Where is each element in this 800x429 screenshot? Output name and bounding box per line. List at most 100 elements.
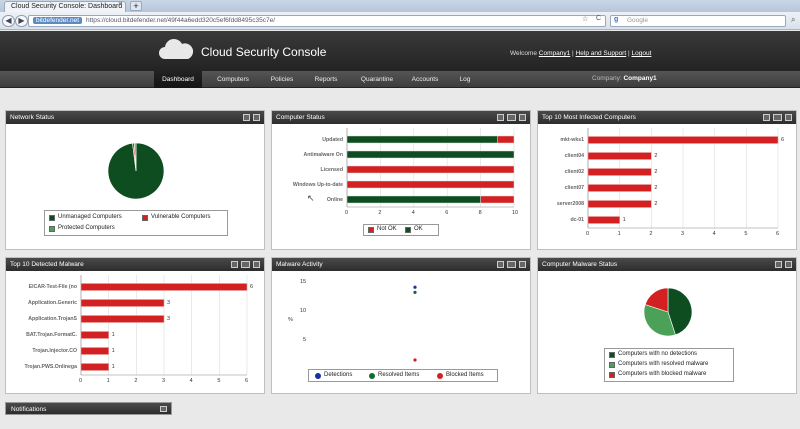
x-tick-label: 2 <box>134 378 138 384</box>
forward-icon[interactable]: ▶ <box>15 15 28 27</box>
mouse-cursor-icon: ↖ <box>307 193 315 203</box>
menu-log[interactable]: Log <box>459 76 471 83</box>
menu-policies[interactable]: Policies <box>270 76 294 83</box>
x-tick-label: 5 <box>217 378 221 384</box>
category-label: dc-01 <box>570 217 584 223</box>
welcome-bar: Welcome Company1 | Help and Support | Lo… <box>510 50 651 57</box>
x-tick-label: 1 <box>106 378 110 384</box>
browser-tab[interactable]: Cloud Security Console: Dashboard <box>4 1 126 12</box>
panel-title: Computer Malware Status <box>538 258 796 271</box>
refresh-icon[interactable] <box>763 114 770 121</box>
legend-item: Unmanaged Computers <box>58 214 122 220</box>
app-header <box>0 31 800 71</box>
x-tick-label: 3 <box>681 231 685 237</box>
category-label: Trojan.Injector.CO <box>32 348 77 354</box>
minimize-icon[interactable] <box>253 261 260 268</box>
pie-slice <box>644 287 669 313</box>
star-icon[interactable]: ☆ <box>582 16 589 23</box>
pie-slice <box>133 142 137 172</box>
minimize-icon[interactable] <box>519 114 526 121</box>
legend-swatch <box>369 373 375 379</box>
y-axis-label: % <box>288 317 293 323</box>
browser-tab-strip <box>0 0 800 12</box>
x-tick-label: 0 <box>586 231 590 237</box>
menu-dashboard[interactable]: Dashboard <box>154 71 202 88</box>
category-label: server2008 <box>556 201 584 207</box>
x-tick-label: 5 <box>744 231 748 237</box>
legend-item: Computers with no detections <box>618 351 698 357</box>
notifications-bar[interactable]: Notifications <box>5 402 172 415</box>
bar <box>587 136 779 144</box>
menu-computers[interactable]: Computers <box>217 76 249 83</box>
malware-status-pie-chart <box>643 287 693 337</box>
options-icon[interactable] <box>241 261 250 268</box>
refresh-icon[interactable] <box>775 261 782 268</box>
new-tab-button[interactable]: + <box>130 1 142 11</box>
data-label: 1 <box>111 347 115 354</box>
legend-swatch <box>49 215 55 221</box>
url-site-badge: bitdefender.net <box>33 17 83 24</box>
data-label: 1 <box>111 331 115 338</box>
refresh-icon[interactable] <box>497 114 504 121</box>
category-label: Licensed <box>320 166 344 173</box>
refresh-icon[interactable] <box>231 261 238 268</box>
legend-swatch <box>609 362 615 368</box>
search-go-icon[interactable]: ⌕ <box>791 15 796 24</box>
data-label: 3 <box>167 299 171 306</box>
browser-nav-bar: ◀ ▶ bitdefender.net https://cloud.bitdefe… <box>0 12 800 30</box>
data-point <box>413 290 417 294</box>
y-tick-label: 15 <box>300 279 307 285</box>
legend-swatch <box>609 372 615 378</box>
data-label: 2 <box>654 184 658 191</box>
reload-icon[interactable]: C <box>596 15 602 22</box>
app-title: Cloud Security Console <box>201 45 327 59</box>
pie-slice <box>667 287 693 336</box>
bar <box>346 135 498 144</box>
data-label: 1 <box>622 216 626 223</box>
options-icon[interactable] <box>507 261 516 268</box>
help-link[interactable]: Help and Support <box>575 50 627 57</box>
category-label: Online <box>326 196 343 203</box>
legend-item: Resolved Items <box>378 372 420 378</box>
refresh-icon[interactable] <box>243 114 250 121</box>
category-label: Windows Up-to-date <box>292 181 343 188</box>
minimize-icon[interactable] <box>785 261 792 268</box>
x-tick-label: 4 <box>411 210 415 216</box>
options-icon[interactable] <box>773 114 782 121</box>
user-link[interactable]: Company1 <box>538 50 571 57</box>
minimize-icon[interactable] <box>519 261 526 268</box>
menu-quarantine[interactable]: Quarantine <box>360 76 394 83</box>
top-infected-panel: Top 10 Most Infected Computers 6 mkt-wks1… <box>537 110 797 250</box>
tab-close-icon[interactable]: × <box>118 1 123 8</box>
legend-swatch <box>368 227 374 233</box>
x-tick-label: 3 <box>162 378 166 384</box>
search-input[interactable]: Google <box>610 15 786 27</box>
x-tick-label: 2 <box>378 210 382 216</box>
legend-swatch <box>437 373 443 379</box>
network-pie-chart <box>107 142 165 200</box>
legend-swatch <box>315 373 321 379</box>
x-tick-label: 4 <box>189 378 193 384</box>
welcome-label: Welcome <box>510 50 537 57</box>
address-bar[interactable]: bitdefender.net https://cloud.bitdefender… <box>28 15 606 27</box>
menu-reports[interactable]: Reports <box>314 76 338 83</box>
options-icon[interactable] <box>507 114 516 121</box>
logout-link[interactable]: Logout <box>631 50 652 57</box>
refresh-icon[interactable] <box>497 261 504 268</box>
minimize-icon[interactable] <box>785 114 792 121</box>
minimize-icon[interactable] <box>253 114 260 121</box>
x-tick-label: 6 <box>245 378 249 384</box>
top-malware-panel: Top 10 Detected Malware 6 EICAR-Test-File… <box>5 257 265 394</box>
menu-accounts[interactable]: Accounts <box>411 76 439 83</box>
back-icon[interactable]: ◀ <box>2 15 15 27</box>
bar <box>587 216 620 224</box>
bar <box>80 363 109 371</box>
y-tick-label: 5 <box>303 337 307 343</box>
expand-icon[interactable] <box>160 406 167 412</box>
panel-title: Network Status <box>6 111 264 124</box>
x-tick-label: 6 <box>445 210 449 216</box>
bar <box>587 200 652 208</box>
bar <box>80 331 109 339</box>
top-infected-chart <box>587 128 779 229</box>
category-label: Antimalware On <box>303 151 344 158</box>
